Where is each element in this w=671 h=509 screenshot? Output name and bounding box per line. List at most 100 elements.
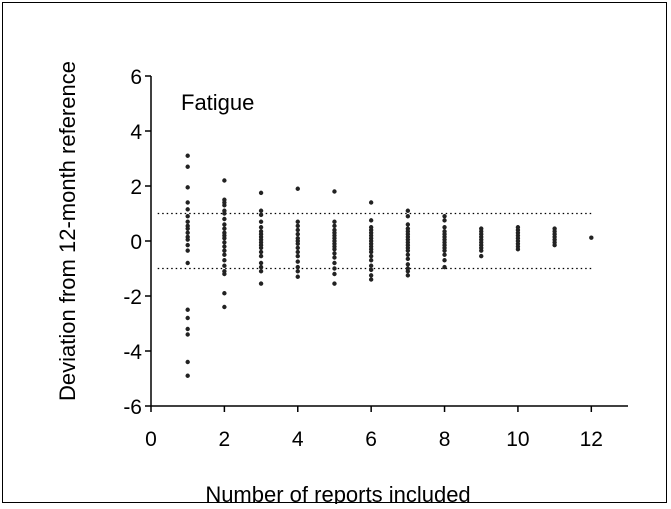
data-point: [589, 235, 594, 240]
data-point: [185, 248, 190, 253]
data-point: [368, 200, 374, 205]
data-point: [295, 231, 300, 237]
data-point: [442, 214, 447, 219]
data-point: [332, 189, 337, 194]
data-point: [332, 281, 337, 286]
data-point: [258, 260, 264, 266]
data-point: [368, 277, 374, 282]
chart-title: Fatigue: [181, 90, 254, 115]
axes: [150, 76, 628, 407]
y-tick-label: 0: [130, 231, 142, 254]
data-point: [405, 256, 411, 262]
data-point: [185, 200, 190, 205]
x-tick-label: 8: [439, 428, 451, 451]
data-point: [258, 281, 264, 286]
data-point: [185, 185, 190, 190]
data-point: [185, 332, 190, 337]
data-point: [222, 252, 227, 257]
y-tick-label: -2: [123, 286, 142, 309]
data-point: [222, 263, 227, 268]
data-point: [222, 244, 227, 249]
data-point: [405, 273, 411, 278]
data-point: [185, 164, 190, 169]
data-point: [442, 248, 447, 253]
data-point: [442, 258, 447, 263]
data-point: [258, 249, 264, 255]
data-point: [295, 269, 300, 274]
data-point: [368, 263, 374, 268]
data-point: [405, 248, 411, 253]
data-point: [185, 326, 190, 332]
x-tick-label: 2: [219, 428, 231, 451]
data-point: [332, 271, 337, 277]
data-point: [222, 240, 227, 245]
data-point: [295, 245, 300, 251]
data-point: [185, 207, 190, 212]
data-point: [258, 269, 264, 274]
data-point: [222, 248, 227, 253]
data-point: [185, 226, 190, 231]
data-point: [332, 219, 337, 224]
data-point: [185, 242, 190, 248]
data-point: [332, 266, 337, 271]
data-point: [332, 260, 337, 266]
data-point: [405, 262, 411, 267]
data-point: [332, 247, 337, 252]
data-point: [222, 304, 227, 310]
data-point: [185, 230, 190, 235]
data-point: [368, 267, 374, 273]
data-point: [332, 223, 337, 229]
data-point: [442, 252, 447, 257]
data-point: [185, 260, 190, 266]
data-point: [222, 203, 227, 208]
data-point: [479, 253, 484, 259]
data-point: [258, 212, 264, 218]
data-point: [222, 291, 227, 296]
data-point: [332, 251, 337, 256]
data-point: [185, 153, 190, 158]
data-point: [405, 222, 411, 227]
data-point: [295, 186, 300, 191]
data-point: [368, 253, 374, 259]
y-tick-label: 6: [130, 66, 142, 89]
data-point: [295, 219, 300, 224]
data-point: [295, 274, 300, 279]
y-axis-label: Deviation from 12-month reference: [55, 61, 80, 401]
data-point: [442, 264, 447, 270]
data-point: [222, 236, 227, 241]
data-point: [368, 218, 374, 223]
x-tick-label: 12: [580, 428, 603, 451]
data-point: [185, 214, 190, 219]
y-tick-label: -4: [123, 341, 142, 364]
data-point: [258, 208, 264, 213]
data-point: [222, 222, 227, 227]
data-point: [552, 242, 557, 248]
x-tick-label: 10: [506, 428, 529, 451]
data-point: [222, 178, 227, 183]
data-point: [295, 264, 300, 270]
data-point: [185, 237, 190, 242]
data-point: [258, 225, 264, 230]
scatter-chart: 0 2 4 6 8 10 12 -6 -4 -2 0 2 4 6 Fatigue Number of re…: [55, 61, 628, 507]
data-point: [295, 223, 300, 229]
y-tick-label: -6: [123, 396, 142, 419]
data-point: [405, 214, 411, 219]
data-point: [295, 241, 300, 246]
data-point: [222, 258, 227, 263]
data-point: [185, 315, 190, 321]
data-point: [222, 226, 227, 231]
data-point: [405, 269, 411, 274]
data-point: [368, 273, 374, 278]
x-axis-label: Number of reports included: [205, 482, 470, 504]
data-point: [295, 249, 300, 255]
axis-ticks: 0 2 4 6 8 10 12 -6 -4 -2 0 2 4 6: [123, 66, 603, 451]
y-tick-label: 4: [130, 121, 142, 144]
data-point: [332, 255, 337, 260]
data-point: [515, 247, 521, 252]
data-point: [442, 218, 447, 223]
data-point: [295, 253, 300, 259]
data-point: [258, 245, 264, 251]
data-point: [405, 252, 411, 257]
x-tick-label: 6: [365, 428, 377, 451]
